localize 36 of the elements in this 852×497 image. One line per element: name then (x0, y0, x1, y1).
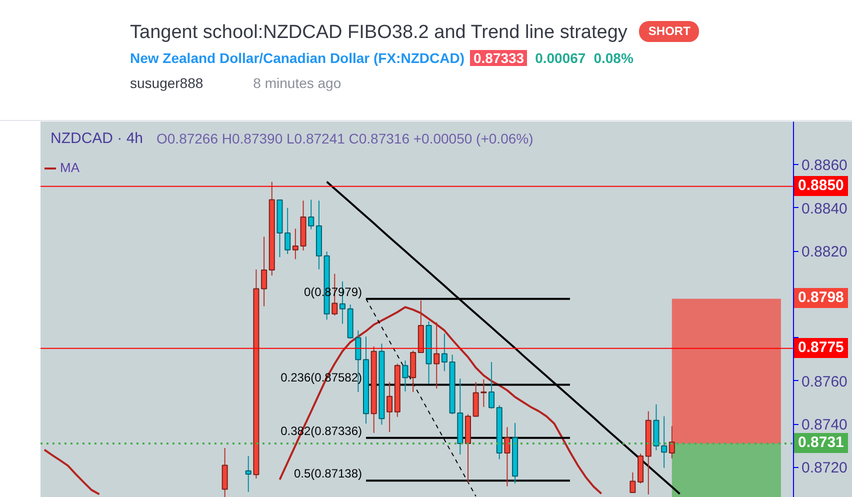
band-label: 0.8798 (794, 288, 848, 308)
text: 0.87333 (470, 50, 528, 66)
ref-line-label: 0.8850 (794, 176, 848, 196)
series-label: 0.5(0.87138) (294, 466, 362, 481)
candlestick (402, 360, 408, 392)
y-tick-label: 0.8720 (802, 460, 848, 477)
ref-line-label: 0.8731 (794, 433, 848, 453)
candlestick (245, 456, 252, 492)
y-tick-label: 0.8840 (802, 200, 848, 218)
annotation: O0.87266 H0.87390 L0.87241 C0.87316 +0.00050 (+0.06%) (156, 130, 534, 146)
legend-label: MA (60, 160, 80, 175)
text: 8 minutes ago (253, 75, 342, 91)
y-tick-label: 0.8740 (802, 416, 848, 434)
candlestick (488, 362, 495, 410)
candlestick (284, 207, 291, 254)
candlestick (630, 472, 636, 494)
candlestick (386, 382, 393, 433)
candlestick (292, 228, 298, 260)
ref-line-label: 0.8775 (794, 338, 848, 358)
chart-subtitle: New Zealand Dollar/Canadian Dollar (FX:NZDCAD) (130, 50, 464, 66)
chart-title: Tangent school:NZDCAD FIBO38.2 and Trend line strategy (130, 22, 628, 43)
candlestick (261, 236, 268, 307)
candlestick (434, 322, 440, 390)
text: susuger888 (130, 75, 204, 91)
candlestick (222, 448, 228, 497)
y-tick-label: 0.8760 (802, 373, 848, 390)
y-tick-label: 0.8860 (802, 157, 848, 174)
text: 0.00067 (535, 50, 586, 66)
candlestick (441, 333, 448, 372)
candlestick (661, 416, 668, 468)
text: 0.08% (594, 50, 634, 66)
y-tick-label: 0.8820 (802, 244, 848, 261)
candlestick (504, 426, 510, 487)
text: SHORT (639, 21, 700, 42)
annotation: NZDCAD · 4h (50, 130, 144, 147)
candlestick (308, 199, 314, 230)
